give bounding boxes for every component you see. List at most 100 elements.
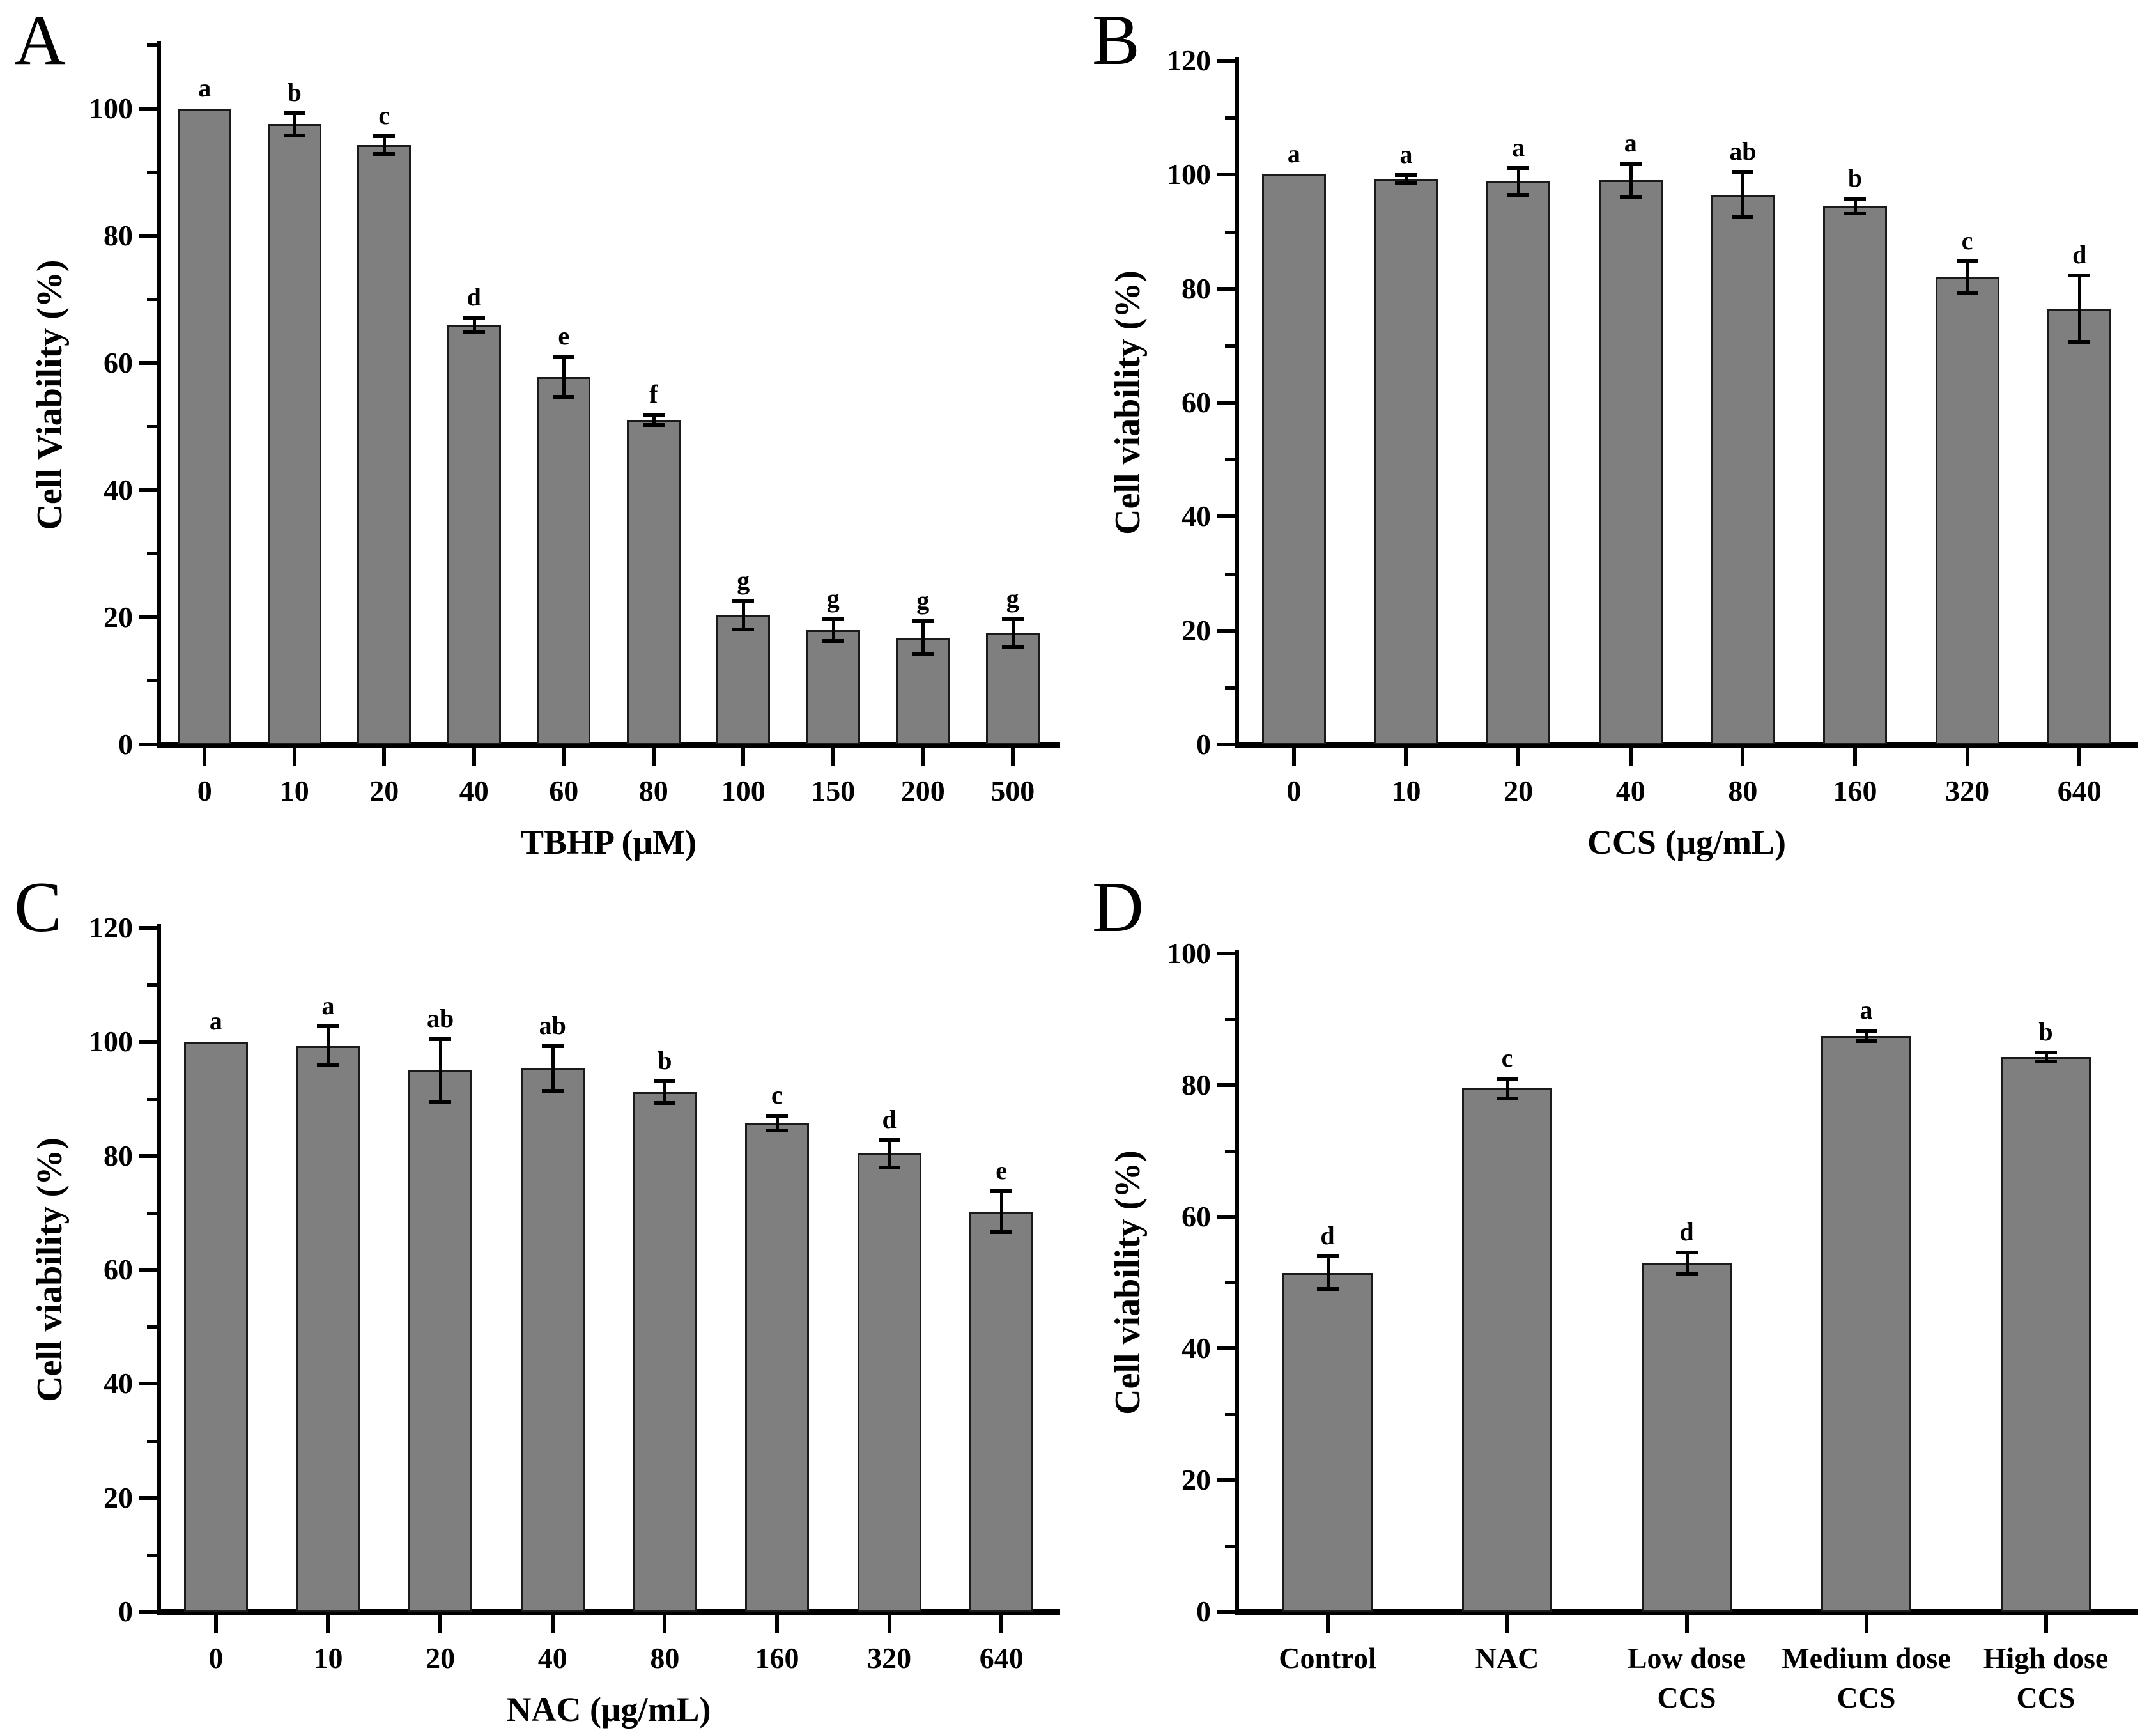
y-tick-label: 40: [104, 1367, 133, 1400]
error-bar-cap-bottom: [1619, 195, 1642, 199]
y-major-tick: [139, 488, 157, 492]
y-tick-label: 80: [1182, 1068, 1211, 1101]
y-tick-label: 60: [104, 346, 133, 379]
y-minor-tick: [1225, 1150, 1235, 1153]
significance-letter: e: [996, 1155, 1008, 1185]
x-tick: [213, 1615, 218, 1633]
significance-letter: a: [198, 73, 212, 102]
x-tick: [1505, 1615, 1509, 1633]
bar: [2047, 308, 2111, 744]
x-tick: [831, 748, 835, 766]
x-tick-label: 0: [208, 1642, 224, 1674]
y-axis-title: Cell Viability (%): [30, 259, 70, 530]
error-bar: [831, 619, 835, 641]
x-tick-label: 20: [369, 775, 399, 807]
y-major-tick: [1217, 1610, 1235, 1614]
y-minor-tick: [1225, 1018, 1235, 1021]
error-bar: [1741, 171, 1745, 218]
x-tick: [1628, 748, 1633, 766]
bar: [716, 615, 770, 744]
error-bar: [663, 1081, 667, 1103]
x-tick-label: 10: [279, 775, 309, 807]
bar: [1821, 1035, 1911, 1612]
y-axis-line: [157, 924, 161, 1615]
error-bar-cap-bottom: [822, 638, 844, 643]
significance-letter: b: [287, 77, 302, 107]
error-bar-cap-top: [283, 111, 305, 115]
error-bar-cap-bottom: [317, 1063, 339, 1067]
error-bar: [1326, 1256, 1330, 1290]
significance-letter: g: [916, 585, 930, 615]
x-tick: [999, 1615, 1004, 1633]
error-bar-cap-bottom: [1675, 1271, 1698, 1276]
error-bar-cap-top: [1395, 173, 1417, 178]
x-tick-label: 0: [197, 775, 212, 807]
y-major-tick: [1217, 1215, 1235, 1219]
y-major-tick: [1217, 173, 1235, 177]
x-tick: [292, 748, 296, 766]
error-bar: [2078, 275, 2082, 342]
y-tick-label: 0: [1196, 1595, 1211, 1628]
error-bar-cap-top: [1855, 1028, 1877, 1033]
y-major-tick: [139, 106, 157, 111]
error-bar-cap-bottom: [1496, 1096, 1518, 1100]
y-tick-label: 80: [1182, 272, 1211, 305]
error-bar-cap-bottom: [1956, 291, 1978, 295]
significance-letter: a: [1287, 139, 1300, 169]
error-bar-cap-bottom: [912, 652, 934, 656]
significance-letter: g: [826, 583, 840, 613]
error-bar: [775, 1116, 779, 1131]
error-bar-cap-bottom: [2035, 1059, 2057, 1063]
error-bar: [1405, 175, 1408, 183]
x-tick: [1684, 1615, 1689, 1633]
x-tick: [1325, 1615, 1330, 1633]
x-tick: [774, 1615, 779, 1633]
x-tick: [562, 748, 566, 766]
x-tick-label: NAC: [1475, 1642, 1539, 1674]
bar: [633, 1091, 697, 1612]
y-minor-tick: [1225, 230, 1235, 234]
error-bar-cap-top: [642, 413, 665, 417]
error-bar-cap-top: [990, 1189, 1013, 1193]
y-minor-tick: [147, 171, 157, 174]
x-tick: [550, 1615, 555, 1633]
y-axis-line: [1235, 950, 1239, 1615]
error-bar-cap-top: [1675, 1250, 1698, 1254]
error-bar-cap-bottom: [429, 1099, 452, 1104]
y-major-tick: [139, 1495, 157, 1500]
y-major-tick: [139, 1153, 157, 1158]
y-major-tick: [139, 743, 157, 746]
error-bar-cap-top: [541, 1044, 564, 1049]
bar: [296, 1045, 360, 1612]
significance-letter: c: [1501, 1043, 1513, 1072]
y-axis-line: [1235, 57, 1239, 748]
error-bar-cap-top: [1507, 166, 1530, 170]
y-minor-tick: [1225, 1413, 1235, 1416]
x-axis-line: [1235, 1609, 2138, 1615]
error-bar-cap-bottom: [1732, 215, 1754, 220]
x-axis-title: NAC (μg/mL): [506, 1690, 711, 1729]
x-axis-title: CCS (μg/mL): [1587, 823, 1787, 861]
y-major-tick: [1217, 1083, 1235, 1087]
y-major-tick: [139, 233, 157, 238]
bar: [268, 124, 321, 744]
y-major-tick: [1217, 743, 1235, 746]
error-bar-cap-bottom: [1395, 181, 1417, 185]
error-bar-cap-top: [1496, 1076, 1518, 1081]
y-minor-tick: [147, 425, 157, 429]
significance-letter: b: [1847, 163, 1863, 192]
bar: [447, 325, 501, 744]
x-tick-label: 40: [459, 775, 489, 807]
panel-letter: B: [1092, 1, 1140, 80]
x-tick-label: 200: [900, 775, 945, 807]
y-tick-label: 60: [104, 1253, 133, 1286]
x-tick-label: Medium dose CCS: [1782, 1642, 1951, 1714]
y-major-tick: [1217, 286, 1235, 291]
error-bar-cap-top: [429, 1037, 452, 1041]
error-bar-cap-bottom: [553, 395, 575, 399]
significance-letter: ab: [426, 1003, 454, 1033]
y-minor-tick: [1225, 686, 1235, 690]
y-tick-label: 120: [89, 911, 133, 944]
panel-letter: A: [14, 1, 66, 80]
y-minor-tick: [1225, 1281, 1235, 1284]
